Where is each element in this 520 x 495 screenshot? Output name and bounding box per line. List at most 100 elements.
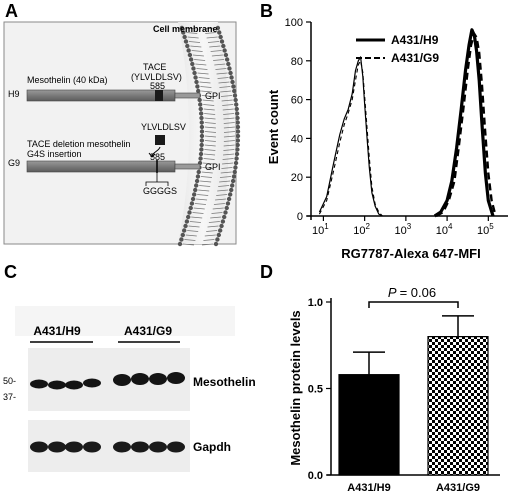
- lipid-tail: [207, 225, 219, 228]
- lipid-tail: [216, 194, 228, 196]
- g9-construct-line1: TACE deletion mesothelin: [27, 139, 130, 149]
- lipid-tail: [184, 27, 196, 30]
- h9-construct-label: Mesothelin (40 kDa): [27, 75, 108, 85]
- lipid-head: [223, 52, 229, 58]
- mesothelin-band: [48, 380, 66, 390]
- lipid-head: [187, 52, 193, 58]
- g9-construct-line2: G4S insertion: [27, 149, 82, 159]
- g9-insert-label: GGGGS: [143, 186, 177, 196]
- lipid-tail: [222, 153, 235, 156]
- h9-linker: [174, 92, 201, 99]
- panel-letter-a: A: [5, 1, 18, 21]
- lipid-tail: [208, 221, 220, 223]
- lipid-head: [190, 61, 195, 67]
- lipid-head: [231, 84, 236, 89]
- lipid-head: [188, 57, 194, 62]
- lipid-tail: [204, 135, 217, 138]
- h9-gpi-label: GPI: [205, 91, 221, 101]
- lipid-head: [229, 75, 234, 80]
- lipid-head: [232, 169, 237, 175]
- lipid-tail: [211, 212, 223, 214]
- lipid-tail: [213, 203, 225, 205]
- lipid-head: [183, 223, 188, 229]
- lipid-tail: [204, 117, 216, 120]
- lipid-head: [199, 124, 205, 130]
- lipid-tail: [222, 162, 234, 165]
- lipid-head: [199, 142, 204, 148]
- lipid-tail: [223, 113, 235, 115]
- lipid-tail: [200, 180, 212, 183]
- mesothelin-band: [131, 373, 149, 385]
- lipid-tail: [194, 59, 206, 61]
- lipid-tail: [218, 81, 230, 84]
- blot-gapdh-label: Gapdh: [193, 440, 231, 454]
- x-tick-base: 10: [353, 225, 365, 237]
- mesothelin-band: [113, 374, 131, 386]
- y-tick-label: 0: [297, 211, 303, 223]
- y-tick-label: 100: [285, 17, 303, 29]
- lipid-head: [191, 66, 196, 71]
- panel-b: B Event count RG7787-Alexa 647-MFI 0 20 40…: [260, 1, 508, 261]
- x-tick-label: 105: [477, 222, 494, 237]
- lipid-tail: [191, 216, 203, 219]
- lipid-tail: [188, 225, 200, 228]
- panel-letter-b: B: [260, 1, 273, 21]
- lipid-head: [220, 219, 226, 224]
- marker-50-label: 50-: [3, 376, 16, 386]
- lipid-head: [199, 147, 204, 152]
- lipid-head: [224, 205, 229, 211]
- membrane-inner-leaflet: [201, 25, 241, 247]
- lipid-head: [199, 115, 204, 121]
- lipid-tail: [217, 77, 229, 79]
- lipid-tail: [207, 41, 220, 43]
- gapdh-band: [167, 441, 185, 453]
- p-symbol: P: [388, 285, 397, 300]
- g9-gpi-label: GPI: [205, 162, 221, 172]
- gapdh-band: [30, 441, 48, 453]
- lipid-head: [179, 25, 185, 31]
- lipid-head: [193, 187, 198, 193]
- h9-position-label: 585: [150, 81, 165, 91]
- x-tick-exponent: 1: [324, 222, 329, 231]
- lipid-tail: [223, 117, 235, 120]
- lipid-head: [235, 142, 240, 148]
- lipid-tail: [196, 198, 208, 201]
- lipid-head: [196, 169, 201, 175]
- lipid-tail: [209, 45, 221, 48]
- lipid-head: [215, 25, 221, 31]
- lipid-head: [194, 178, 200, 184]
- lipid-tail: [194, 203, 206, 205]
- x-tick-label: 103: [395, 222, 412, 237]
- lipid-tail: [206, 230, 218, 232]
- g9-insert-bracket: [145, 172, 169, 186]
- lipid-head: [197, 97, 202, 103]
- lipid-head: [184, 219, 190, 224]
- bar-a431-h9: [338, 374, 400, 476]
- gapdh-band: [65, 441, 83, 453]
- lipid-tail: [205, 32, 217, 34]
- lipid-tail: [223, 135, 236, 138]
- lipid-tail: [211, 54, 223, 57]
- mesothelin-band: [65, 380, 83, 390]
- mesothelin-band: [30, 379, 48, 389]
- lipid-tail: [204, 113, 216, 115]
- lipid-tail: [218, 185, 230, 187]
- y-tick-label: 60: [291, 95, 303, 107]
- x-tick-exponent: 2: [366, 222, 371, 231]
- lipid-head: [191, 192, 197, 197]
- lipid-tail: [203, 27, 215, 30]
- mesothelin-bands: [30, 372, 185, 390]
- lipid-tail: [221, 167, 233, 169]
- lipid-tail: [182, 243, 195, 246]
- bar-y-tick-label: 1.0: [308, 297, 323, 309]
- lipid-head: [198, 151, 204, 157]
- lipid-tail: [223, 144, 235, 147]
- panel-letter-d: D: [260, 262, 273, 282]
- lipid-tail: [223, 140, 235, 142]
- lipid-tail: [219, 176, 231, 178]
- g9-linker: [174, 163, 201, 170]
- lipid-head: [181, 30, 186, 35]
- lipid-tail: [197, 194, 209, 196]
- x-tick-label: 104: [436, 222, 453, 237]
